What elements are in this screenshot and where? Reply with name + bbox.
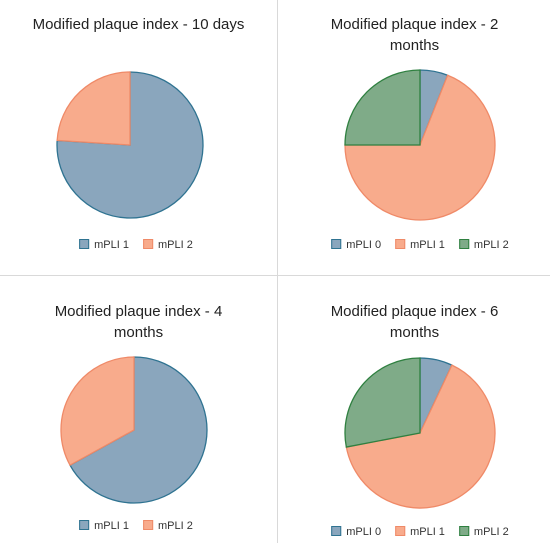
divider [277,0,278,543]
chart-title: Modified plaque index - 10 days [32,16,245,33]
pie-chart [60,356,208,504]
pie-slice [60,356,135,467]
pie-slice [344,69,421,146]
pie-chart [56,71,204,219]
pie-slice [56,71,131,146]
legend-item: mPLI 2 [143,520,193,532]
legend-label: mPLI 2 [158,239,193,251]
legend-label: mPLI 2 [473,239,509,251]
legend-label: mPLI 0 [346,526,382,538]
legend-swatch [143,520,153,530]
pie-slice [69,356,208,504]
legend-swatch [395,526,406,536]
pie-chart [344,357,496,509]
chart-title: Modified plaque index - 6 months [330,303,499,341]
legend-item: mPLI 2 [143,239,193,251]
chart-title: Modified plaque index - 4 months [54,303,223,341]
pie-chart [344,69,496,221]
pie-slice [344,357,421,448]
legend-swatch [458,526,469,536]
legend-label: mPLI 0 [346,239,382,251]
legend: mPLI 1 mPLI 2 [79,239,193,251]
legend-swatch [143,239,153,249]
legend-swatch [458,239,469,249]
pie-slice [344,74,496,221]
legend-swatch [395,239,406,249]
pie-slice [345,364,496,509]
legend-swatch [79,239,90,249]
legend-label: mPLI 2 [158,520,193,532]
legend-item: mPLI 1 [395,526,445,538]
legend-item: mPLI 2 [458,239,509,251]
chart-title: Modified plaque index - 2 months [330,16,499,54]
legend: mPLI 1 mPLI 2 [79,520,193,532]
legend: mPLI 0 mPLI 1 mPLI 2 [331,526,509,538]
legend-swatch [331,526,342,536]
legend-label: mPLI 1 [410,239,445,251]
legend-label: mPLI 1 [94,520,129,532]
legend-label: mPLI 1 [410,526,445,538]
legend-label: mPLI 1 [94,239,129,251]
legend: mPLI 0 mPLI 1 mPLI 2 [331,239,509,251]
divider [0,275,550,276]
legend-item: mPLI 2 [458,526,509,538]
legend-item: mPLI 0 [331,239,381,251]
legend-swatch [331,239,342,249]
legend-swatch [79,520,90,530]
legend-item: mPLI 1 [79,239,129,251]
legend-item: mPLI 1 [395,239,445,251]
legend-item: mPLI 0 [331,526,381,538]
legend-item: mPLI 1 [79,520,129,532]
legend-label: mPLI 2 [473,526,509,538]
